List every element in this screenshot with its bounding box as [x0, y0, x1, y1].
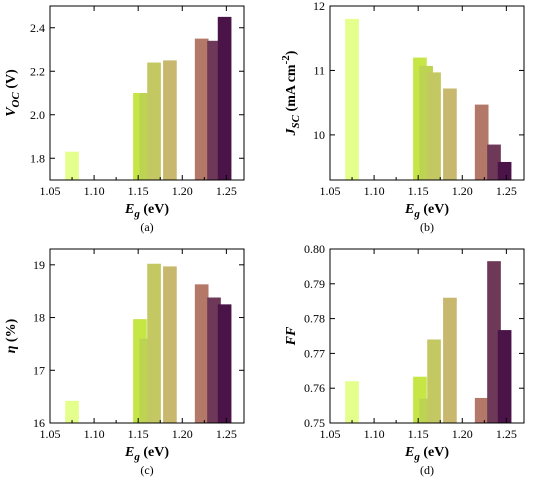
y-tick-label: 0.75 [304, 416, 325, 430]
x-tick-label: 1.20 [452, 427, 473, 441]
x-tick-label: 1.20 [452, 184, 473, 198]
bar-4 [427, 72, 441, 180]
x-tick-label: 1.25 [496, 427, 517, 441]
x-tick-label: 1.05 [40, 427, 61, 441]
bar-5 [443, 88, 457, 180]
x-tick-label: 1.05 [40, 184, 61, 198]
y-tick-label: 0.79 [304, 277, 325, 291]
y-tick-label: 19 [33, 258, 45, 272]
plot-frame [49, 5, 245, 181]
chart-panel-1: 1.05 1.10 1.15 1.20 1.25 1.8 2.0 2.2 2.4 Eg (eV) V… [4, 5, 245, 234]
bar-8 [217, 16, 232, 181]
x-axis-label: Eg (eV) [124, 202, 169, 220]
y-tick-label: 11 [313, 63, 325, 77]
panel-label: (b) [420, 220, 434, 234]
bar-7 [487, 144, 501, 180]
x-tick-label: 1.15 [408, 427, 429, 441]
x-axis-label: Eg (eV) [404, 445, 449, 463]
bar-7 [207, 297, 221, 423]
bar-4 [147, 62, 161, 180]
y-tick-label: 2.4 [30, 21, 45, 35]
x-tick-label: 1.05 [320, 184, 341, 198]
y-tick-label: 16 [33, 416, 45, 430]
y-tick-label: 0.77 [304, 346, 325, 360]
x-tick-label: 1.20 [172, 184, 193, 198]
y-axis-label: JSC (mA cm-2) [280, 50, 302, 136]
y-axis-label: η (%) [4, 318, 19, 353]
y-tick-label: 17 [33, 363, 45, 377]
y-tick-label: 2.2 [30, 64, 45, 78]
y-tick-label: 2.0 [30, 108, 45, 122]
bar-6 [194, 38, 209, 181]
bar-8 [497, 330, 512, 423]
bar-6 [474, 104, 489, 180]
panel-label: (c) [140, 463, 153, 477]
x-tick-label: 1.25 [216, 427, 237, 441]
plot-frame [329, 5, 525, 181]
y-axis-label: VOC (V) [4, 69, 22, 117]
bar-4 [147, 263, 161, 423]
plot-frame [329, 248, 525, 424]
bar-1 [345, 18, 359, 180]
y-axis-label: FF [284, 326, 299, 346]
y-tick-label: 0.78 [304, 312, 325, 326]
x-tick-label: 1.25 [496, 184, 517, 198]
bar-4 [427, 339, 441, 423]
bar-1 [65, 400, 79, 423]
x-tick-label: 1.20 [172, 427, 193, 441]
panel-label: (a) [140, 220, 153, 234]
x-tick-label: 1.15 [408, 184, 429, 198]
bar-7 [487, 261, 501, 423]
panel-label: (d) [420, 463, 434, 477]
x-tick-label: 1.10 [364, 427, 385, 441]
chart-panel-4: 1.05 1.10 1.15 1.20 1.25 0.75 0.76 0.77 0.78 0.79… [284, 242, 525, 477]
x-tick-label: 1.10 [364, 184, 385, 198]
y-tick-label: 18 [33, 311, 45, 325]
plot-frame [49, 248, 245, 424]
bar-6 [474, 397, 489, 423]
x-tick-label: 1.15 [128, 184, 149, 198]
y-tick-label: 1.8 [30, 151, 45, 165]
bar-7 [207, 40, 221, 180]
bar-8 [217, 304, 232, 423]
y-tick-label: 12 [313, 0, 325, 13]
x-tick-label: 1.05 [320, 427, 341, 441]
bar-6 [194, 284, 209, 423]
y-tick-label: 0.80 [304, 242, 325, 256]
bar-1 [65, 151, 79, 180]
x-axis-label: Eg (eV) [404, 202, 449, 220]
x-axis-label: Eg (eV) [124, 445, 169, 463]
bar-5 [163, 60, 177, 181]
x-tick-label: 1.10 [84, 427, 105, 441]
bar-8 [497, 161, 512, 180]
y-tick-label: 10 [313, 128, 325, 142]
bar-1 [345, 381, 359, 423]
bar-5 [443, 297, 457, 423]
bar-5 [163, 266, 177, 423]
chart-panel-3: 1.05 1.10 1.15 1.20 1.25 16 17 18 19 Eg (eV) η (%)… [4, 248, 245, 477]
x-tick-label: 1.10 [84, 184, 105, 198]
x-tick-label: 1.25 [216, 184, 237, 198]
chart-panel-2: 1.05 1.10 1.15 1.20 1.25 10 11 12 Eg (eV) JSC (mA… [280, 0, 525, 234]
y-tick-label: 0.76 [304, 381, 325, 395]
x-tick-label: 1.15 [128, 427, 149, 441]
